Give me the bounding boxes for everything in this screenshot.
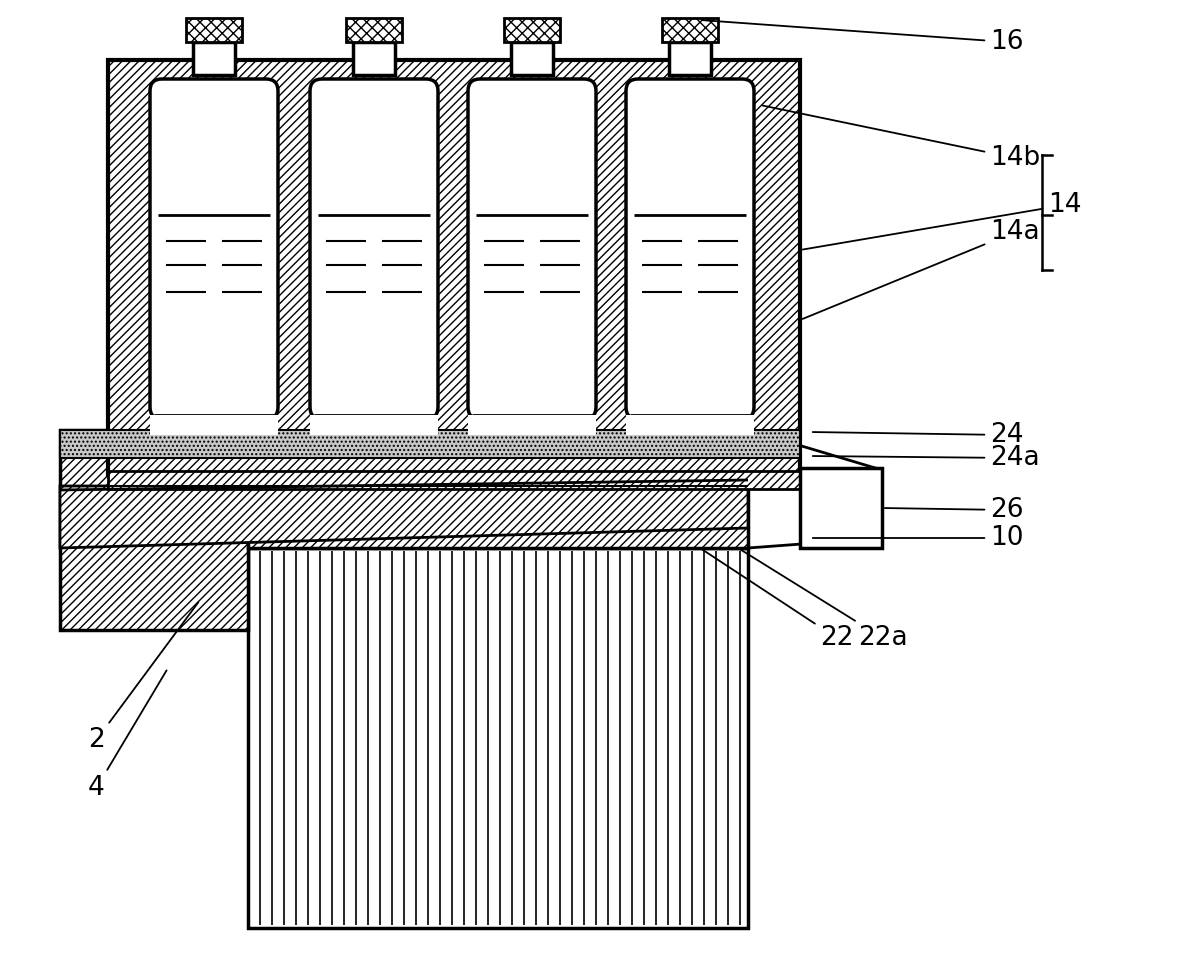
Bar xyxy=(153,79,275,411)
Bar xyxy=(248,430,748,548)
Bar xyxy=(468,415,596,435)
Bar xyxy=(347,18,402,42)
Bar xyxy=(662,18,718,42)
Text: 14b: 14b xyxy=(763,105,1041,171)
Text: 24: 24 xyxy=(813,422,1024,448)
Bar xyxy=(669,42,711,75)
Bar xyxy=(472,79,592,411)
Text: 4: 4 xyxy=(88,670,167,801)
Text: 10: 10 xyxy=(813,525,1024,551)
Bar xyxy=(108,471,800,489)
Polygon shape xyxy=(60,486,748,548)
Text: 16: 16 xyxy=(703,20,1024,55)
Bar xyxy=(626,415,754,435)
Text: 14a: 14a xyxy=(802,219,1040,319)
Bar xyxy=(800,468,882,548)
Bar xyxy=(511,42,553,75)
Text: 22: 22 xyxy=(703,549,854,651)
Bar xyxy=(193,42,235,75)
Text: 26: 26 xyxy=(885,497,1024,523)
Bar xyxy=(108,60,800,475)
Text: 22a: 22a xyxy=(740,549,908,651)
FancyBboxPatch shape xyxy=(626,79,754,419)
Bar xyxy=(314,79,434,411)
Bar xyxy=(504,18,560,42)
Bar xyxy=(629,79,751,411)
Text: 14: 14 xyxy=(803,192,1081,249)
FancyBboxPatch shape xyxy=(311,79,438,419)
Bar xyxy=(311,415,438,435)
FancyBboxPatch shape xyxy=(150,79,278,419)
Bar xyxy=(60,430,800,458)
FancyBboxPatch shape xyxy=(468,79,596,419)
Bar xyxy=(353,42,394,75)
Bar xyxy=(186,18,242,42)
Text: 2: 2 xyxy=(88,602,198,753)
Polygon shape xyxy=(60,430,248,630)
Bar xyxy=(248,548,748,928)
Bar xyxy=(150,415,278,435)
Text: 24a: 24a xyxy=(813,445,1040,471)
